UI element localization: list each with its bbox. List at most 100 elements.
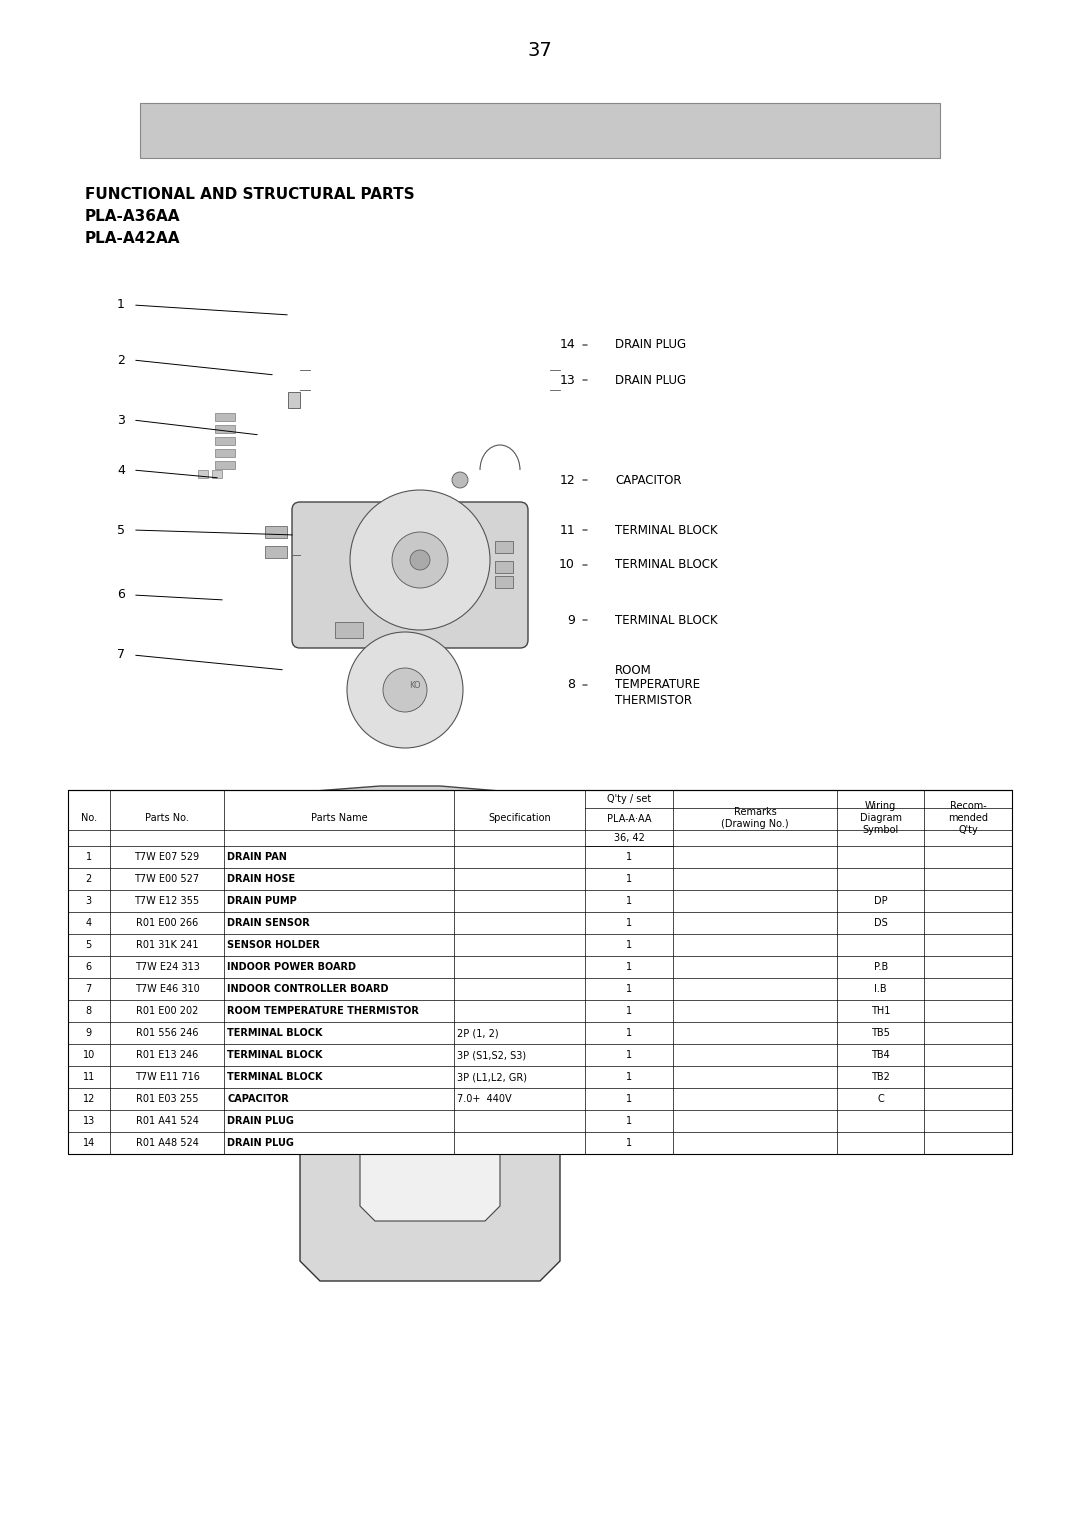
Bar (495, 560, 513, 573)
Text: 36, 42: 36, 42 (613, 833, 645, 844)
Text: 12: 12 (559, 473, 575, 487)
Text: 1: 1 (626, 1050, 632, 1059)
Text: Q'ty / set: Q'ty / set (607, 795, 651, 804)
Circle shape (410, 550, 430, 570)
Text: 1: 1 (626, 1116, 632, 1125)
Text: T7W E12 355: T7W E12 355 (134, 896, 200, 906)
Text: TERMINAL BLOCK: TERMINAL BLOCK (615, 524, 717, 536)
Text: 11: 11 (559, 524, 575, 536)
Text: 10: 10 (559, 559, 575, 571)
Text: 1: 1 (117, 299, 125, 311)
Text: PLA-A36AA: PLA-A36AA (85, 210, 180, 224)
Polygon shape (360, 1081, 500, 1222)
Text: TERMINAL BLOCK: TERMINAL BLOCK (228, 1072, 323, 1082)
Bar (68, 790, 1012, 1154)
Text: DS: DS (874, 919, 888, 928)
Text: 3: 3 (117, 413, 125, 427)
Text: 10: 10 (83, 1050, 95, 1059)
FancyBboxPatch shape (292, 502, 528, 648)
Text: TERMINAL BLOCK: TERMINAL BLOCK (615, 614, 717, 626)
Bar (215, 449, 235, 456)
Text: DRAIN SENSOR: DRAIN SENSOR (228, 919, 310, 928)
Text: 7: 7 (85, 984, 92, 994)
Text: 1: 1 (626, 940, 632, 951)
Bar (495, 540, 513, 553)
Text: TB4: TB4 (872, 1050, 890, 1059)
Text: DRAIN PLUG: DRAIN PLUG (615, 374, 686, 386)
Text: Recom-
mended
Q'ty: Recom- mended Q'ty (948, 801, 988, 834)
Text: 12: 12 (82, 1095, 95, 1104)
Text: DRAIN HOSE: DRAIN HOSE (228, 874, 296, 883)
Text: R01 A41 524: R01 A41 524 (136, 1116, 199, 1125)
Text: CAPACITOR: CAPACITOR (615, 473, 681, 487)
Text: 3: 3 (85, 896, 92, 906)
Text: I.B: I.B (875, 984, 887, 994)
Bar (215, 426, 235, 433)
Text: DRAIN PLUG: DRAIN PLUG (228, 1116, 294, 1125)
Polygon shape (300, 1021, 561, 1281)
Bar (495, 576, 513, 588)
Text: 6: 6 (85, 961, 92, 972)
Text: 1: 1 (626, 1027, 632, 1038)
Text: SENSOR HOLDER: SENSOR HOLDER (228, 940, 321, 951)
Text: 1: 1 (626, 874, 632, 883)
Circle shape (350, 490, 490, 629)
Text: 1: 1 (626, 896, 632, 906)
Circle shape (347, 632, 463, 749)
Circle shape (392, 531, 448, 588)
Text: T7W E46 310: T7W E46 310 (135, 984, 200, 994)
Bar (265, 527, 287, 537)
Text: 1: 1 (626, 919, 632, 928)
Text: DRAIN PLUG: DRAIN PLUG (615, 338, 686, 352)
Text: DRAIN PAN: DRAIN PAN (228, 851, 287, 862)
Text: 6: 6 (117, 588, 125, 602)
Text: TERMINAL BLOCK: TERMINAL BLOCK (228, 1050, 323, 1059)
Bar (212, 470, 222, 478)
Bar (215, 436, 235, 446)
Text: TB5: TB5 (872, 1027, 890, 1038)
Text: KO: KO (409, 680, 421, 689)
Text: 2P (1, 2): 2P (1, 2) (457, 1027, 499, 1038)
Bar (198, 470, 208, 478)
Polygon shape (315, 785, 500, 896)
Text: 8: 8 (85, 1006, 92, 1017)
Text: 7: 7 (117, 649, 125, 661)
Text: R01 E00 266: R01 E00 266 (136, 919, 198, 928)
Text: Parts Name: Parts Name (311, 813, 367, 824)
Text: R01 556 246: R01 556 246 (136, 1027, 199, 1038)
Text: 1: 1 (626, 984, 632, 994)
Text: CAPACITOR: CAPACITOR (228, 1095, 289, 1104)
Text: 14: 14 (83, 1138, 95, 1148)
Text: 1: 1 (85, 851, 92, 862)
Text: 3P (L1,L2, GR): 3P (L1,L2, GR) (457, 1072, 527, 1082)
Bar (215, 461, 235, 468)
Text: 14: 14 (559, 338, 575, 352)
Text: 7.0+  440V: 7.0+ 440V (457, 1095, 512, 1104)
Text: 2: 2 (117, 354, 125, 366)
Text: T7W E11 716: T7W E11 716 (135, 1072, 200, 1082)
Text: R01 31K 241: R01 31K 241 (136, 940, 199, 951)
Text: TERMINAL BLOCK: TERMINAL BLOCK (615, 559, 717, 571)
Text: Parts No.: Parts No. (145, 813, 189, 824)
Text: 11: 11 (83, 1072, 95, 1082)
Text: R01 E03 255: R01 E03 255 (136, 1095, 199, 1104)
Text: INDOOR POWER BOARD: INDOOR POWER BOARD (228, 961, 356, 972)
Text: TB2: TB2 (872, 1072, 890, 1082)
Text: 1: 1 (626, 1006, 632, 1017)
Bar (335, 622, 363, 638)
Text: DP: DP (874, 896, 888, 906)
Text: 1: 1 (626, 961, 632, 972)
Text: 1: 1 (626, 1138, 632, 1148)
Text: 5: 5 (85, 940, 92, 951)
Text: 2: 2 (85, 874, 92, 883)
Bar (215, 413, 235, 421)
Text: 9: 9 (85, 1027, 92, 1038)
Bar (288, 392, 300, 407)
Text: T7W E07 529: T7W E07 529 (134, 851, 200, 862)
Text: 1: 1 (626, 851, 632, 862)
Text: C: C (877, 1095, 885, 1104)
Text: 13: 13 (559, 374, 575, 386)
Text: Specification: Specification (488, 813, 551, 824)
Text: TERMINAL BLOCK: TERMINAL BLOCK (228, 1027, 323, 1038)
Text: Remarks
(Drawing No.): Remarks (Drawing No.) (721, 807, 788, 828)
